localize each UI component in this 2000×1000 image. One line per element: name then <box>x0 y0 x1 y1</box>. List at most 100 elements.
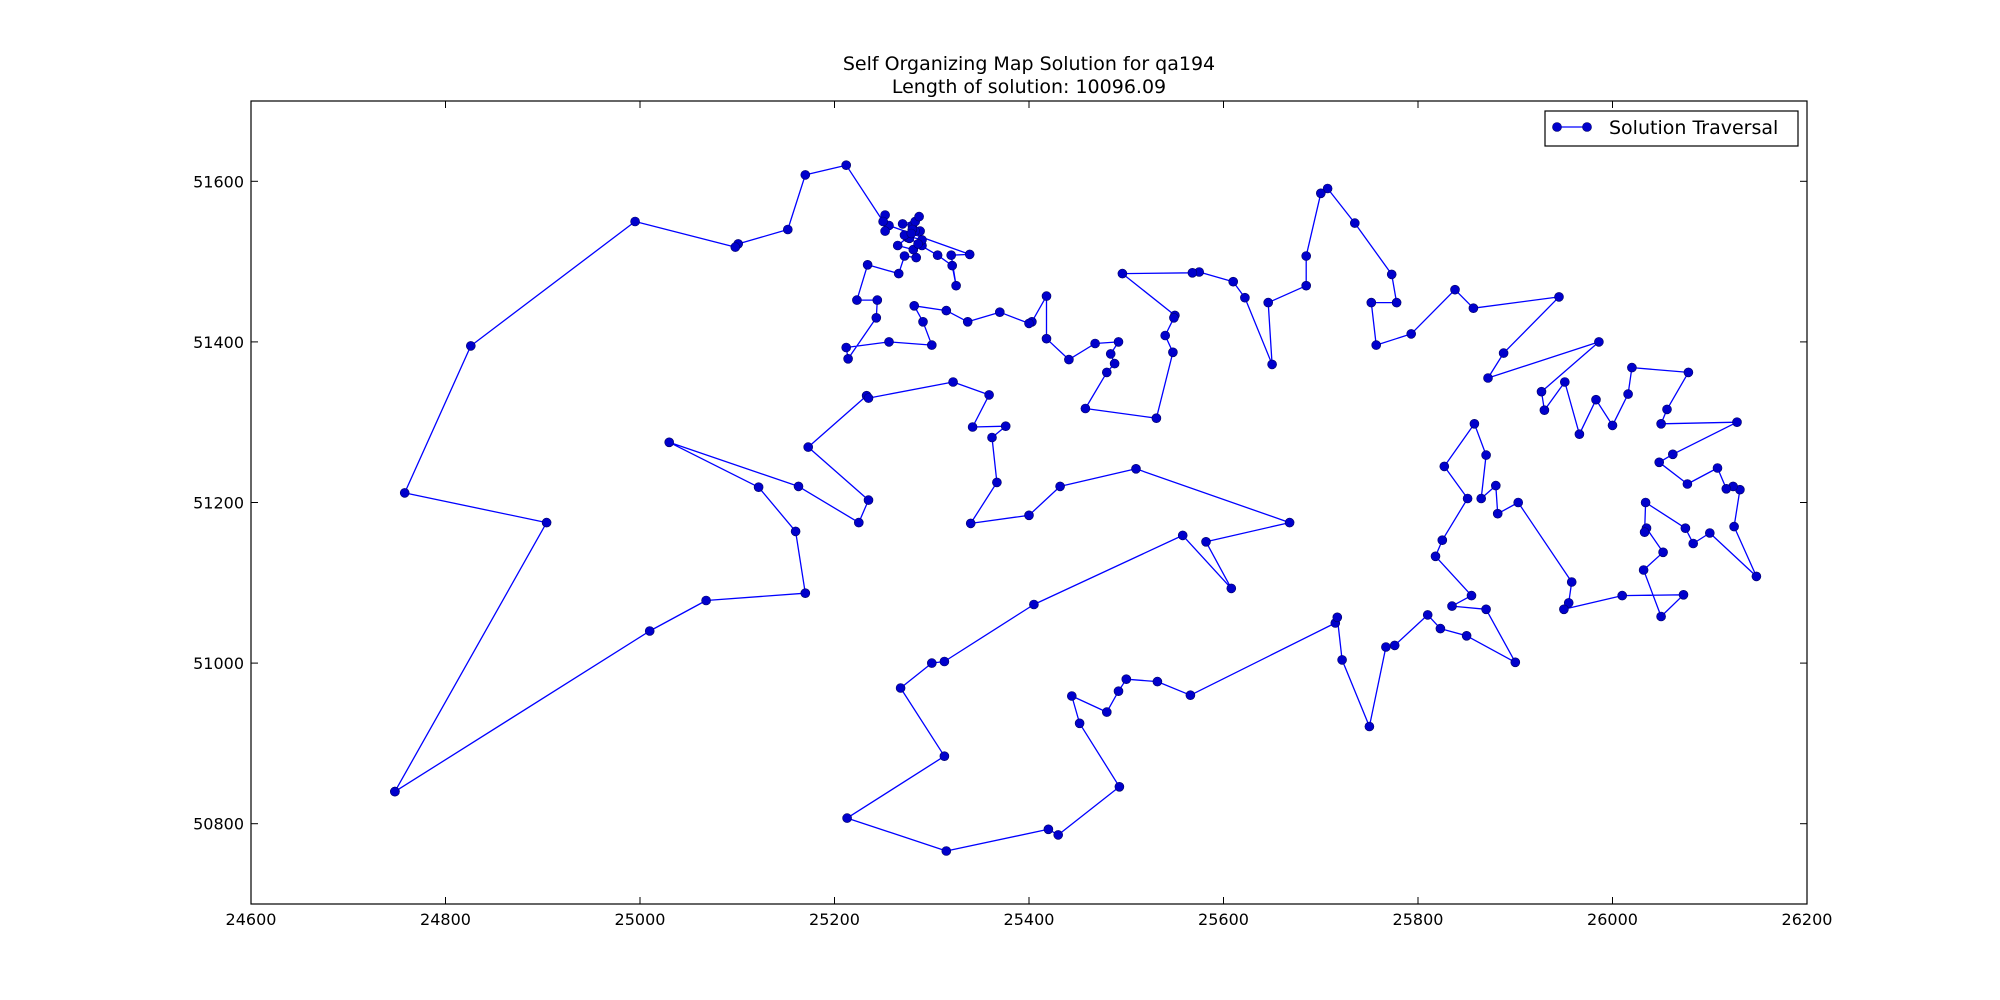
legend-marker-left <box>1552 122 1562 132</box>
data-point <box>1160 330 1170 341</box>
data-point <box>800 170 811 180</box>
data-point <box>1536 386 1547 397</box>
data-point <box>1461 630 1472 641</box>
data-point <box>987 432 997 443</box>
data-point <box>1041 291 1052 301</box>
legend-label: Solution Traversal <box>1609 117 1778 139</box>
plot-area <box>250 100 1808 905</box>
data-point <box>926 658 937 668</box>
data-point <box>1439 461 1450 472</box>
data-point <box>1662 404 1672 415</box>
data-point <box>1732 417 1742 428</box>
data-point <box>1468 303 1479 314</box>
data-point <box>1043 824 1054 835</box>
data-point <box>390 786 400 797</box>
y-tick-label: 50800 <box>193 815 244 834</box>
data-point <box>1090 338 1100 349</box>
data-point <box>1476 493 1486 504</box>
data-point <box>1240 292 1250 303</box>
series-solution-traversal <box>390 160 1762 856</box>
data-point <box>664 437 675 448</box>
y-tick-label: 51400 <box>193 333 244 352</box>
data-point <box>852 295 862 305</box>
data-point <box>911 252 922 263</box>
data-point <box>1152 676 1163 687</box>
data-point <box>862 259 873 270</box>
data-point <box>1301 280 1311 291</box>
data-point <box>1591 394 1601 405</box>
data-point <box>1678 589 1689 600</box>
data-point <box>967 422 978 432</box>
data-point <box>909 300 920 311</box>
data-point <box>1337 655 1347 665</box>
data-point <box>1450 284 1460 295</box>
data-point <box>1560 377 1570 387</box>
x-tick-label: 25400 <box>1004 910 1055 929</box>
data-point <box>1682 479 1693 489</box>
data-point <box>1638 565 1649 575</box>
data-point <box>1024 318 1034 329</box>
data-point <box>1267 359 1277 370</box>
data-point <box>1109 358 1120 369</box>
data-point <box>893 268 904 279</box>
data-point <box>1371 340 1381 350</box>
legend-marker-right <box>1582 122 1592 132</box>
data-point <box>897 219 908 229</box>
data-point <box>1226 583 1237 594</box>
data-point <box>399 488 410 498</box>
data-point <box>1617 590 1627 601</box>
data-point <box>1654 457 1664 468</box>
x-tick-label: 26000 <box>1587 910 1638 929</box>
x-tick-label: 25000 <box>615 910 666 929</box>
data-point <box>948 377 958 387</box>
data-point <box>1391 297 1402 308</box>
data-point <box>1721 483 1732 494</box>
data-point <box>630 216 640 227</box>
data-point <box>1437 535 1448 546</box>
data-point <box>1301 251 1311 261</box>
data-point <box>1607 420 1618 431</box>
data-point <box>1386 269 1397 280</box>
data-point <box>932 250 943 260</box>
data-point <box>1566 577 1577 587</box>
data-point <box>1481 450 1491 460</box>
data-point <box>1201 536 1211 547</box>
data-point <box>984 390 994 400</box>
data-point <box>1151 413 1162 424</box>
data-point <box>1067 691 1077 701</box>
data-point <box>1350 218 1360 228</box>
data-point <box>753 482 764 493</box>
legend: Solution Traversal <box>1544 110 1799 147</box>
y-tick-label: 51200 <box>193 494 244 513</box>
data-point <box>1469 418 1480 429</box>
data-point <box>1366 297 1377 308</box>
data-point <box>1510 657 1521 668</box>
data-point <box>871 312 882 323</box>
data-point <box>1228 276 1238 287</box>
data-point <box>782 224 793 235</box>
data-point <box>939 751 950 762</box>
x-tick-label: 25200 <box>809 910 860 929</box>
data-point <box>730 242 741 252</box>
data-point <box>906 228 917 239</box>
data-point <box>644 626 655 636</box>
data-point <box>863 495 874 505</box>
data-point <box>842 813 852 823</box>
data-point <box>803 442 814 452</box>
data-point <box>1168 347 1178 358</box>
data-point <box>1102 707 1112 717</box>
data-point <box>1559 604 1569 615</box>
data-point <box>1539 405 1550 416</box>
data-point <box>1113 686 1124 697</box>
data-point <box>853 517 864 528</box>
data-point <box>1169 312 1179 323</box>
data-point <box>1187 267 1198 278</box>
data-point <box>1491 480 1501 491</box>
data-point <box>992 477 1002 488</box>
data-point <box>1639 527 1650 538</box>
data-point <box>1656 611 1666 622</box>
data-point <box>541 517 552 528</box>
data-point <box>1483 373 1493 383</box>
data-point <box>701 595 711 606</box>
data-point <box>1105 349 1116 359</box>
